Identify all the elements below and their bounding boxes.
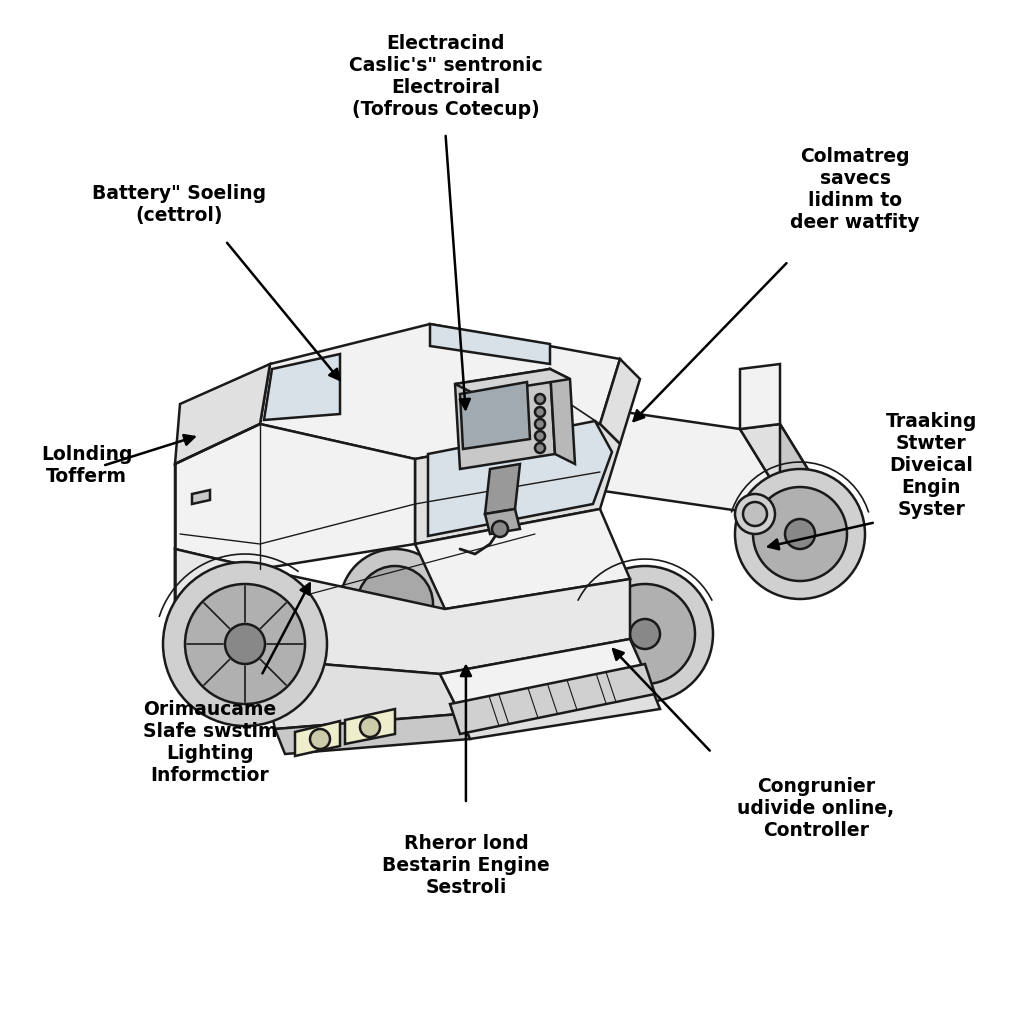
Circle shape xyxy=(163,562,327,726)
Polygon shape xyxy=(430,324,550,364)
Polygon shape xyxy=(415,424,620,544)
Polygon shape xyxy=(485,509,520,534)
Circle shape xyxy=(630,618,660,649)
Circle shape xyxy=(492,521,508,537)
Text: Orimaucame
Slafe swstim
Lighting
Informctior: Orimaucame Slafe swstim Lighting Informc… xyxy=(142,699,278,785)
Polygon shape xyxy=(450,664,655,734)
Circle shape xyxy=(535,419,545,429)
Circle shape xyxy=(743,502,767,526)
Circle shape xyxy=(785,519,815,549)
Text: Rheror lond
Bestarin Engine
Sestroli: Rheror lond Bestarin Engine Sestroli xyxy=(382,834,550,897)
Text: Congrunier
udivide online,
Controller: Congrunier udivide online, Controller xyxy=(737,777,894,841)
Circle shape xyxy=(577,566,713,702)
Circle shape xyxy=(225,624,265,664)
Polygon shape xyxy=(455,369,570,394)
Circle shape xyxy=(340,549,450,659)
Polygon shape xyxy=(345,709,395,744)
Text: Battery" Soeling
(cettrol): Battery" Soeling (cettrol) xyxy=(92,184,266,225)
Polygon shape xyxy=(460,382,530,449)
Polygon shape xyxy=(455,369,555,469)
Circle shape xyxy=(535,443,545,453)
Polygon shape xyxy=(460,684,660,739)
Polygon shape xyxy=(600,359,640,444)
Text: Colmatreg
savecs
lidinm to
deer watfity: Colmatreg savecs lidinm to deer watfity xyxy=(791,146,920,232)
Polygon shape xyxy=(295,721,340,756)
Polygon shape xyxy=(260,324,620,459)
Circle shape xyxy=(360,717,380,737)
Polygon shape xyxy=(415,509,630,609)
Polygon shape xyxy=(485,464,520,514)
Polygon shape xyxy=(780,424,820,554)
Circle shape xyxy=(595,584,695,684)
Circle shape xyxy=(185,584,305,705)
Polygon shape xyxy=(175,364,270,464)
Circle shape xyxy=(535,407,545,417)
Polygon shape xyxy=(440,639,650,714)
Polygon shape xyxy=(175,424,415,569)
Text: Traaking
Stwter
Diveical
Engin
Syster: Traaking Stwter Diveical Engin Syster xyxy=(886,413,977,519)
Text: Electracind
Caslic's" sentronic
Electroiral
(Tofrous Cotecup): Electracind Caslic's" sentronic Electroi… xyxy=(348,34,543,120)
Polygon shape xyxy=(428,421,612,536)
Polygon shape xyxy=(275,714,470,754)
Circle shape xyxy=(357,566,433,642)
Polygon shape xyxy=(264,354,340,420)
Circle shape xyxy=(735,494,775,534)
Text: Lolnding
Tofferm: Lolnding Tofferm xyxy=(41,445,132,486)
Circle shape xyxy=(535,394,545,404)
Circle shape xyxy=(310,729,330,749)
Polygon shape xyxy=(175,549,260,659)
Polygon shape xyxy=(175,549,630,674)
Polygon shape xyxy=(260,659,460,729)
Polygon shape xyxy=(740,364,780,429)
Circle shape xyxy=(753,487,847,581)
Circle shape xyxy=(535,431,545,441)
Polygon shape xyxy=(740,424,820,494)
Circle shape xyxy=(735,469,865,599)
Polygon shape xyxy=(193,490,210,504)
Polygon shape xyxy=(565,404,780,514)
Polygon shape xyxy=(550,369,575,464)
